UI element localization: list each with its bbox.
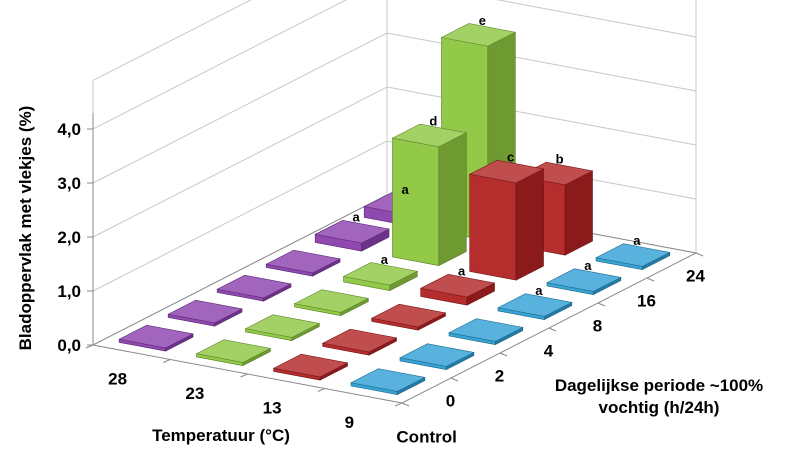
- period-tick-label: 8: [593, 317, 602, 336]
- bar-13-2: [321, 328, 398, 356]
- tick-mark: [499, 352, 508, 357]
- temperature-tick-label: 28: [108, 369, 127, 388]
- tick-mark: [394, 402, 403, 407]
- bar-23-4: [293, 289, 370, 317]
- bar-9-0: [350, 368, 426, 396]
- gridline: [92, 140, 697, 292]
- period-tick-label: 0: [446, 392, 455, 411]
- bar-13-4: [370, 303, 447, 331]
- temperature-tick-label: Control: [396, 427, 456, 446]
- significance-label: a: [381, 252, 389, 267]
- x-axis-title: Temperatuur (°C): [152, 426, 290, 445]
- significance-label: b: [556, 152, 564, 167]
- significance-label: a: [584, 258, 592, 273]
- significance-label: a: [353, 210, 361, 225]
- significance-label: d: [429, 113, 437, 128]
- y-tick-label: 3,0: [57, 174, 81, 193]
- bar-9-24: [595, 243, 671, 271]
- significance-label: e: [479, 13, 486, 28]
- gridline: [92, 0, 697, 130]
- y-axis-title: Bladoppervlak met vlekjes (%): [16, 106, 35, 351]
- temperature-ticks: 28 23 13 9 Control: [108, 369, 457, 446]
- tick-mark: [548, 327, 557, 332]
- tick-mark: [163, 359, 171, 363]
- significance-label: c: [507, 150, 514, 165]
- bar-13-16: [468, 159, 545, 281]
- significance-label: a: [458, 264, 466, 279]
- tick-mark: [597, 302, 606, 307]
- temperature-tick-label: 9: [345, 413, 354, 432]
- bar-9-8: [497, 293, 573, 321]
- tick-mark: [646, 277, 655, 282]
- y-axis-ticks: 0,0 1,0 2,0 3,0 4,0: [57, 120, 93, 355]
- tick-mark: [695, 252, 704, 257]
- temperature-tick-label: 13: [263, 398, 282, 417]
- bars: [118, 23, 671, 396]
- period-tick-label: 2: [495, 367, 504, 386]
- y-tick-label: 2,0: [57, 228, 81, 247]
- gridline: [92, 86, 697, 238]
- bar-23-8: [342, 262, 419, 292]
- gridline: [92, 32, 697, 184]
- temperature-tick-label: 23: [185, 384, 204, 403]
- tick-mark: [450, 377, 459, 382]
- tick-mark: [240, 373, 248, 378]
- period-tick-label: 24: [686, 267, 705, 286]
- y-tick-label: 0,0: [57, 336, 81, 355]
- bar-13-8: [419, 273, 496, 306]
- period-tick-label: 16: [637, 292, 656, 311]
- tick-mark: [317, 388, 325, 392]
- bar-13-0: [272, 353, 349, 381]
- bar-23-0: [195, 339, 272, 367]
- significance-label: a: [535, 283, 543, 298]
- z-axis-title: Dagelijkse periode ~100% vochtig (h/24h): [555, 376, 763, 417]
- tick-mark: [401, 402, 410, 407]
- bar-28-4: [216, 274, 292, 302]
- bar-28-2: [167, 299, 243, 327]
- bar-9-4: [448, 318, 524, 346]
- y-tick-label: 1,0: [57, 282, 81, 301]
- bar-23-2: [244, 314, 321, 342]
- bar-9-16: [546, 268, 622, 296]
- y-tick-label: 4,0: [57, 120, 81, 139]
- bar-28-0: [118, 324, 194, 352]
- bar-28-8: [265, 249, 341, 277]
- bar-9-2: [399, 343, 475, 371]
- significance-label: a: [633, 233, 641, 248]
- significance-labels: a a a d e a c b a a a: [353, 13, 642, 298]
- period-tick-label: 4: [544, 342, 554, 361]
- bar-23-16: [391, 123, 468, 267]
- bar-28-16: [314, 219, 390, 252]
- significance-label: a: [402, 182, 410, 197]
